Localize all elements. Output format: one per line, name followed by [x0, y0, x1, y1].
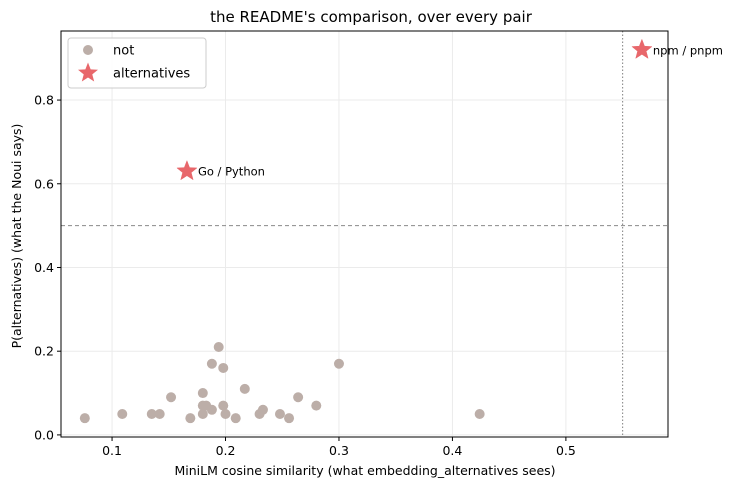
axes-frame — [60, 30, 669, 438]
scatter-point — [230, 413, 241, 424]
plot-area: 0.1 0.2 0.3 0.4 0.5 0.0 0.2 0.4 0.6 0.8 Go / Pytho… — [34, 30, 723, 458]
scatter-point — [333, 358, 344, 369]
scatter-point — [166, 392, 177, 403]
y-tick-label: 0.4 — [34, 260, 54, 275]
x-tick-label: 0.3 — [329, 443, 349, 458]
legend-label: alternatives — [113, 67, 190, 82]
scatter-point — [293, 392, 304, 403]
scatter-point — [206, 404, 217, 415]
scatter-point — [257, 404, 268, 415]
x-tick-label: 0.5 — [556, 443, 576, 458]
scatter-point — [206, 358, 217, 369]
legend-marker-circle — [83, 45, 93, 55]
point-label: Go / Python — [198, 165, 265, 179]
legend-box — [67, 37, 207, 89]
scatter-point — [79, 413, 90, 424]
star-point — [176, 160, 198, 181]
scatter-point — [146, 408, 157, 419]
scatter-point — [185, 413, 196, 424]
legend-marker-star — [78, 62, 98, 82]
scatter-point — [239, 383, 250, 394]
scatter-point — [117, 408, 128, 419]
scatter-point — [474, 408, 485, 419]
y-tick-label: 0.0 — [34, 427, 54, 442]
scatter-point — [154, 408, 165, 419]
point-label: npm / pnpm — [653, 43, 723, 57]
y-tick-label: 0.8 — [34, 93, 54, 108]
scatter-point — [197, 388, 208, 399]
x-tick-label: 0.2 — [216, 443, 236, 458]
scatter-point — [220, 408, 231, 419]
scatter-point — [218, 362, 229, 373]
scatter-point — [274, 408, 285, 419]
scatter-point — [218, 400, 229, 411]
scatter-point — [284, 413, 295, 424]
scatter-point — [213, 342, 224, 353]
x-tick-label: 0.1 — [102, 443, 122, 458]
chart-title: the README's comparison, over every pair — [210, 8, 533, 26]
y-tick-label: 0.6 — [34, 176, 54, 191]
scatter-point — [197, 408, 208, 419]
y-axis-label: P(alternatives) (what the Noui says) — [9, 124, 24, 349]
y-tick-label: 0.2 — [34, 344, 54, 359]
scatter-point — [311, 400, 322, 411]
legend-label: not — [113, 44, 134, 59]
x-axis-label: MiniLM cosine similarity (what embedding… — [174, 463, 555, 478]
x-tick-label: 0.4 — [442, 443, 462, 458]
star-point — [631, 38, 653, 59]
